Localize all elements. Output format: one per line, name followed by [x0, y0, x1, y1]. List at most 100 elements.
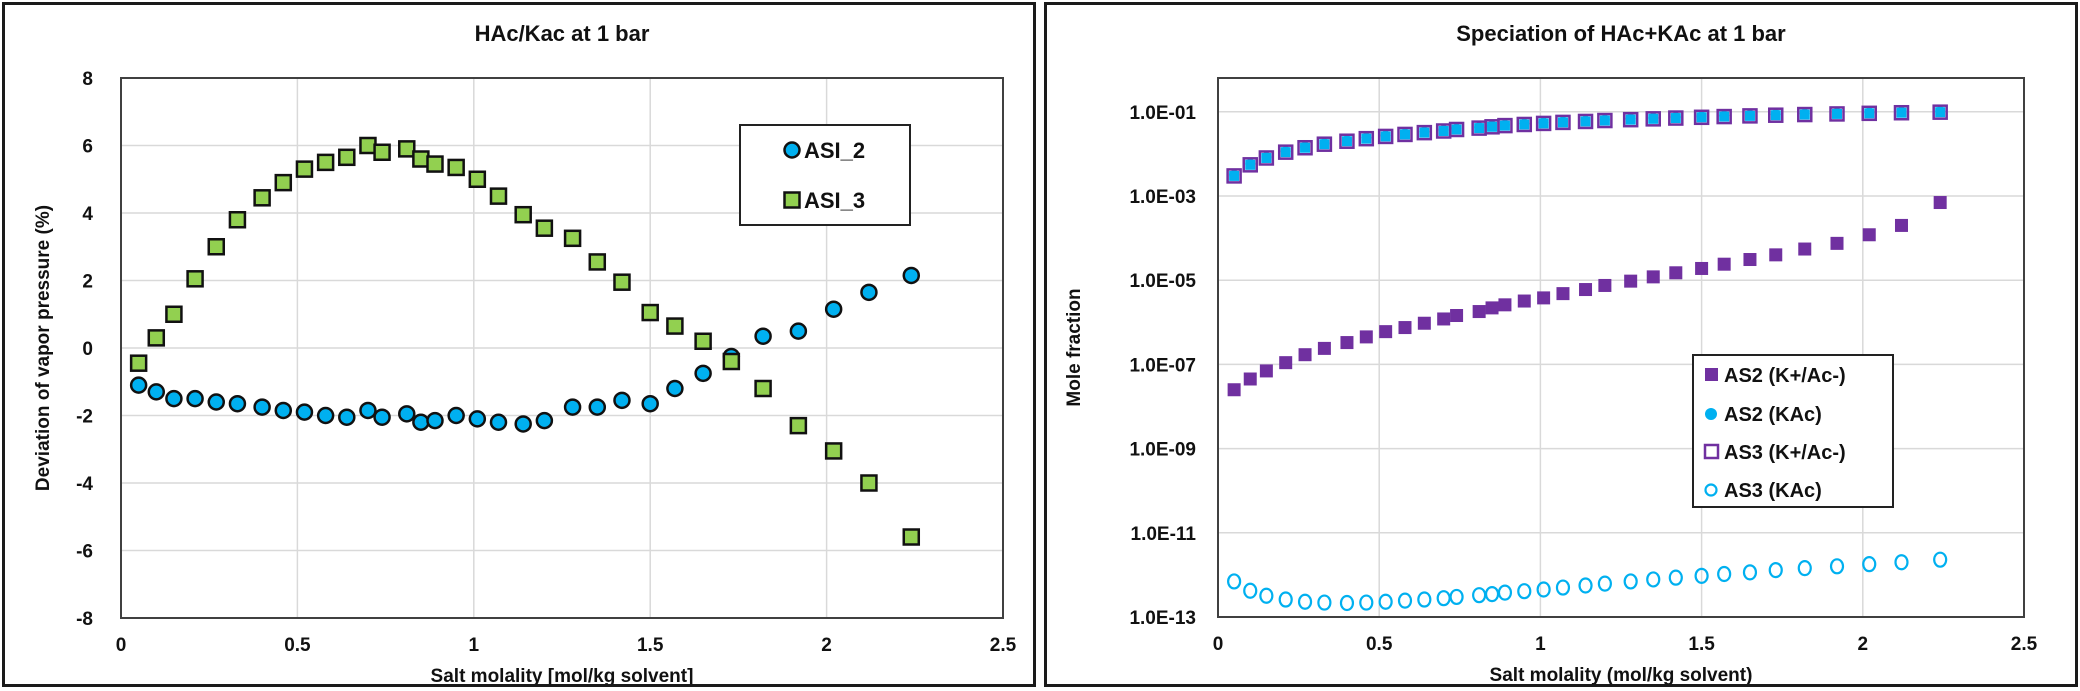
asi2-point [514, 415, 532, 433]
as2-kac-point-fill [1696, 112, 1707, 123]
y-tick-label: -4 [76, 474, 93, 495]
as3-ion-pair-point [1416, 124, 1433, 141]
as2-kac-point-fill [1935, 107, 1946, 118]
speciation-chart: Speciation of HAc+KAc at 1 bar 0 0.5 1 1.5 2 2… [1064, 21, 2038, 686]
y-tick-label: -8 [76, 609, 93, 630]
asi3-point [666, 317, 684, 335]
as2-kac-point-fill [1519, 119, 1530, 130]
as2-ion-pair-point [1417, 316, 1431, 330]
legend-filled-circle-icon [1705, 408, 1717, 420]
y-tick-label: 8 [82, 69, 93, 90]
y-tick-label: 1.0E-11 [1131, 524, 1197, 545]
as3-ion-pair-point [1768, 107, 1784, 123]
plot-area [1217, 77, 2025, 618]
asi3-point [207, 238, 226, 256]
asi2-point [207, 393, 226, 411]
as2-ion-pair-point [1317, 341, 1331, 355]
asi3-point [426, 155, 444, 173]
as2-kac-point-fill [1229, 170, 1240, 181]
as2-ion-pair-point [1537, 291, 1551, 305]
as3-kac-point [1536, 581, 1551, 598]
legend-box [1692, 354, 1894, 508]
asi3-point [514, 205, 532, 224]
as3-kac-point [1578, 577, 1593, 594]
y-tick-label: 0 [82, 339, 93, 360]
as3-ion-pair-point [1516, 116, 1533, 133]
asi2-point [824, 300, 843, 318]
asi2-point [613, 391, 631, 410]
asi3-point [789, 416, 808, 435]
asi3-point [447, 158, 465, 177]
as3-ion-pair-point [1932, 104, 1948, 120]
as2-kac-point-fill [1245, 159, 1256, 170]
asi3-point [754, 379, 772, 398]
as3-kac-point [1497, 584, 1513, 601]
asi3-point [186, 270, 204, 288]
as3-kac-point [1339, 594, 1355, 612]
as3-ion-pair-point [1316, 136, 1333, 152]
asi3-point [563, 229, 582, 248]
chart-panel-speciation: Speciation of HAc+KAc at 1 bar 0 0.5 1 1.5 2 2… [1044, 2, 2078, 687]
y-tick-label: 1.0E-05 [1129, 271, 1196, 292]
as3-kac-point [1829, 558, 1845, 575]
y-axis-label: Deviation of vapor pressure (%) [33, 205, 54, 491]
as2-kac-point-fill [1361, 133, 1372, 144]
x-tick-label: 1 [1535, 634, 1546, 655]
asi2-point [563, 398, 582, 416]
as2-kac-point-fill [1557, 117, 1568, 128]
y-tick-label: 1.0E-03 [1129, 187, 1196, 208]
asi2-point [274, 401, 293, 420]
as3-ion-pair-point [1297, 139, 1313, 156]
y-tick-label: -2 [76, 407, 93, 428]
as2-ion-pair-point [1279, 356, 1293, 370]
as3-ion-pair-point [1742, 108, 1758, 124]
as3-ion-pair-point [1555, 114, 1571, 131]
as2-ion-pair-point [1498, 298, 1512, 312]
as3-ion-pair-point [1497, 117, 1513, 134]
as3-ion-pair-point [1226, 168, 1242, 184]
asi2-point [754, 327, 772, 345]
as3-kac-point [1297, 593, 1313, 610]
asi2-point [426, 411, 444, 430]
as2-kac-point-fill [1580, 116, 1591, 127]
as3-kac-point [1484, 585, 1500, 603]
asi3-point [824, 442, 843, 460]
as2-kac-point-fill [1261, 152, 1272, 163]
as2-kac-point-fill [1474, 123, 1485, 134]
asi3-point [295, 160, 314, 178]
as2-ion-pair-point [1894, 218, 1908, 232]
as3-kac-point [1472, 587, 1487, 604]
x-tick-label: 1.5 [1688, 634, 1715, 655]
asi2-point [860, 283, 878, 302]
as3-ion-pair-point [1597, 112, 1613, 129]
y-axis-label: Mole fraction [1064, 288, 1085, 406]
as2-ion-pair-point [1798, 242, 1812, 256]
asi2-point [186, 389, 204, 408]
legend-square-icon [783, 191, 801, 209]
asi3-point [613, 273, 631, 291]
legend-label: AS3 (K+/Ac-) [1724, 442, 1846, 464]
y-tick-label: 1.0E-01 [1129, 103, 1196, 124]
vapor-pressure-chart: HAc/Kac at 1 bar 0 0.5 1 1.5 2 2.5 8 6 4 2 0 -2 -4 -6 -… [33, 21, 1017, 687]
as2-ion-pair-point [1359, 330, 1373, 344]
as2-kac-point-fill [1451, 124, 1462, 135]
as2-kac-point-fill [1300, 142, 1311, 153]
y-tick-label: 4 [82, 204, 93, 225]
asi2-point [147, 383, 166, 401]
as3-kac-point [1278, 591, 1293, 608]
asi3-point [588, 253, 607, 271]
as3-kac-point [1623, 573, 1638, 590]
asi2-point [694, 364, 712, 383]
x-tick-label: 0.5 [284, 635, 311, 656]
as3-kac-point [1397, 592, 1413, 609]
as2-kac-point-fill [1599, 115, 1610, 126]
as2-kac-point-fill [1399, 129, 1410, 140]
as2-ion-pair-point [1298, 348, 1312, 362]
as3-kac-point [1417, 591, 1432, 608]
as2-ion-pair-point [1646, 270, 1660, 284]
asi2-point [398, 405, 416, 423]
asi3-point [694, 332, 712, 350]
as2-ion-pair-point [1624, 274, 1638, 288]
asi3-point [316, 153, 335, 172]
as2-kac-point-fill [1319, 139, 1330, 150]
